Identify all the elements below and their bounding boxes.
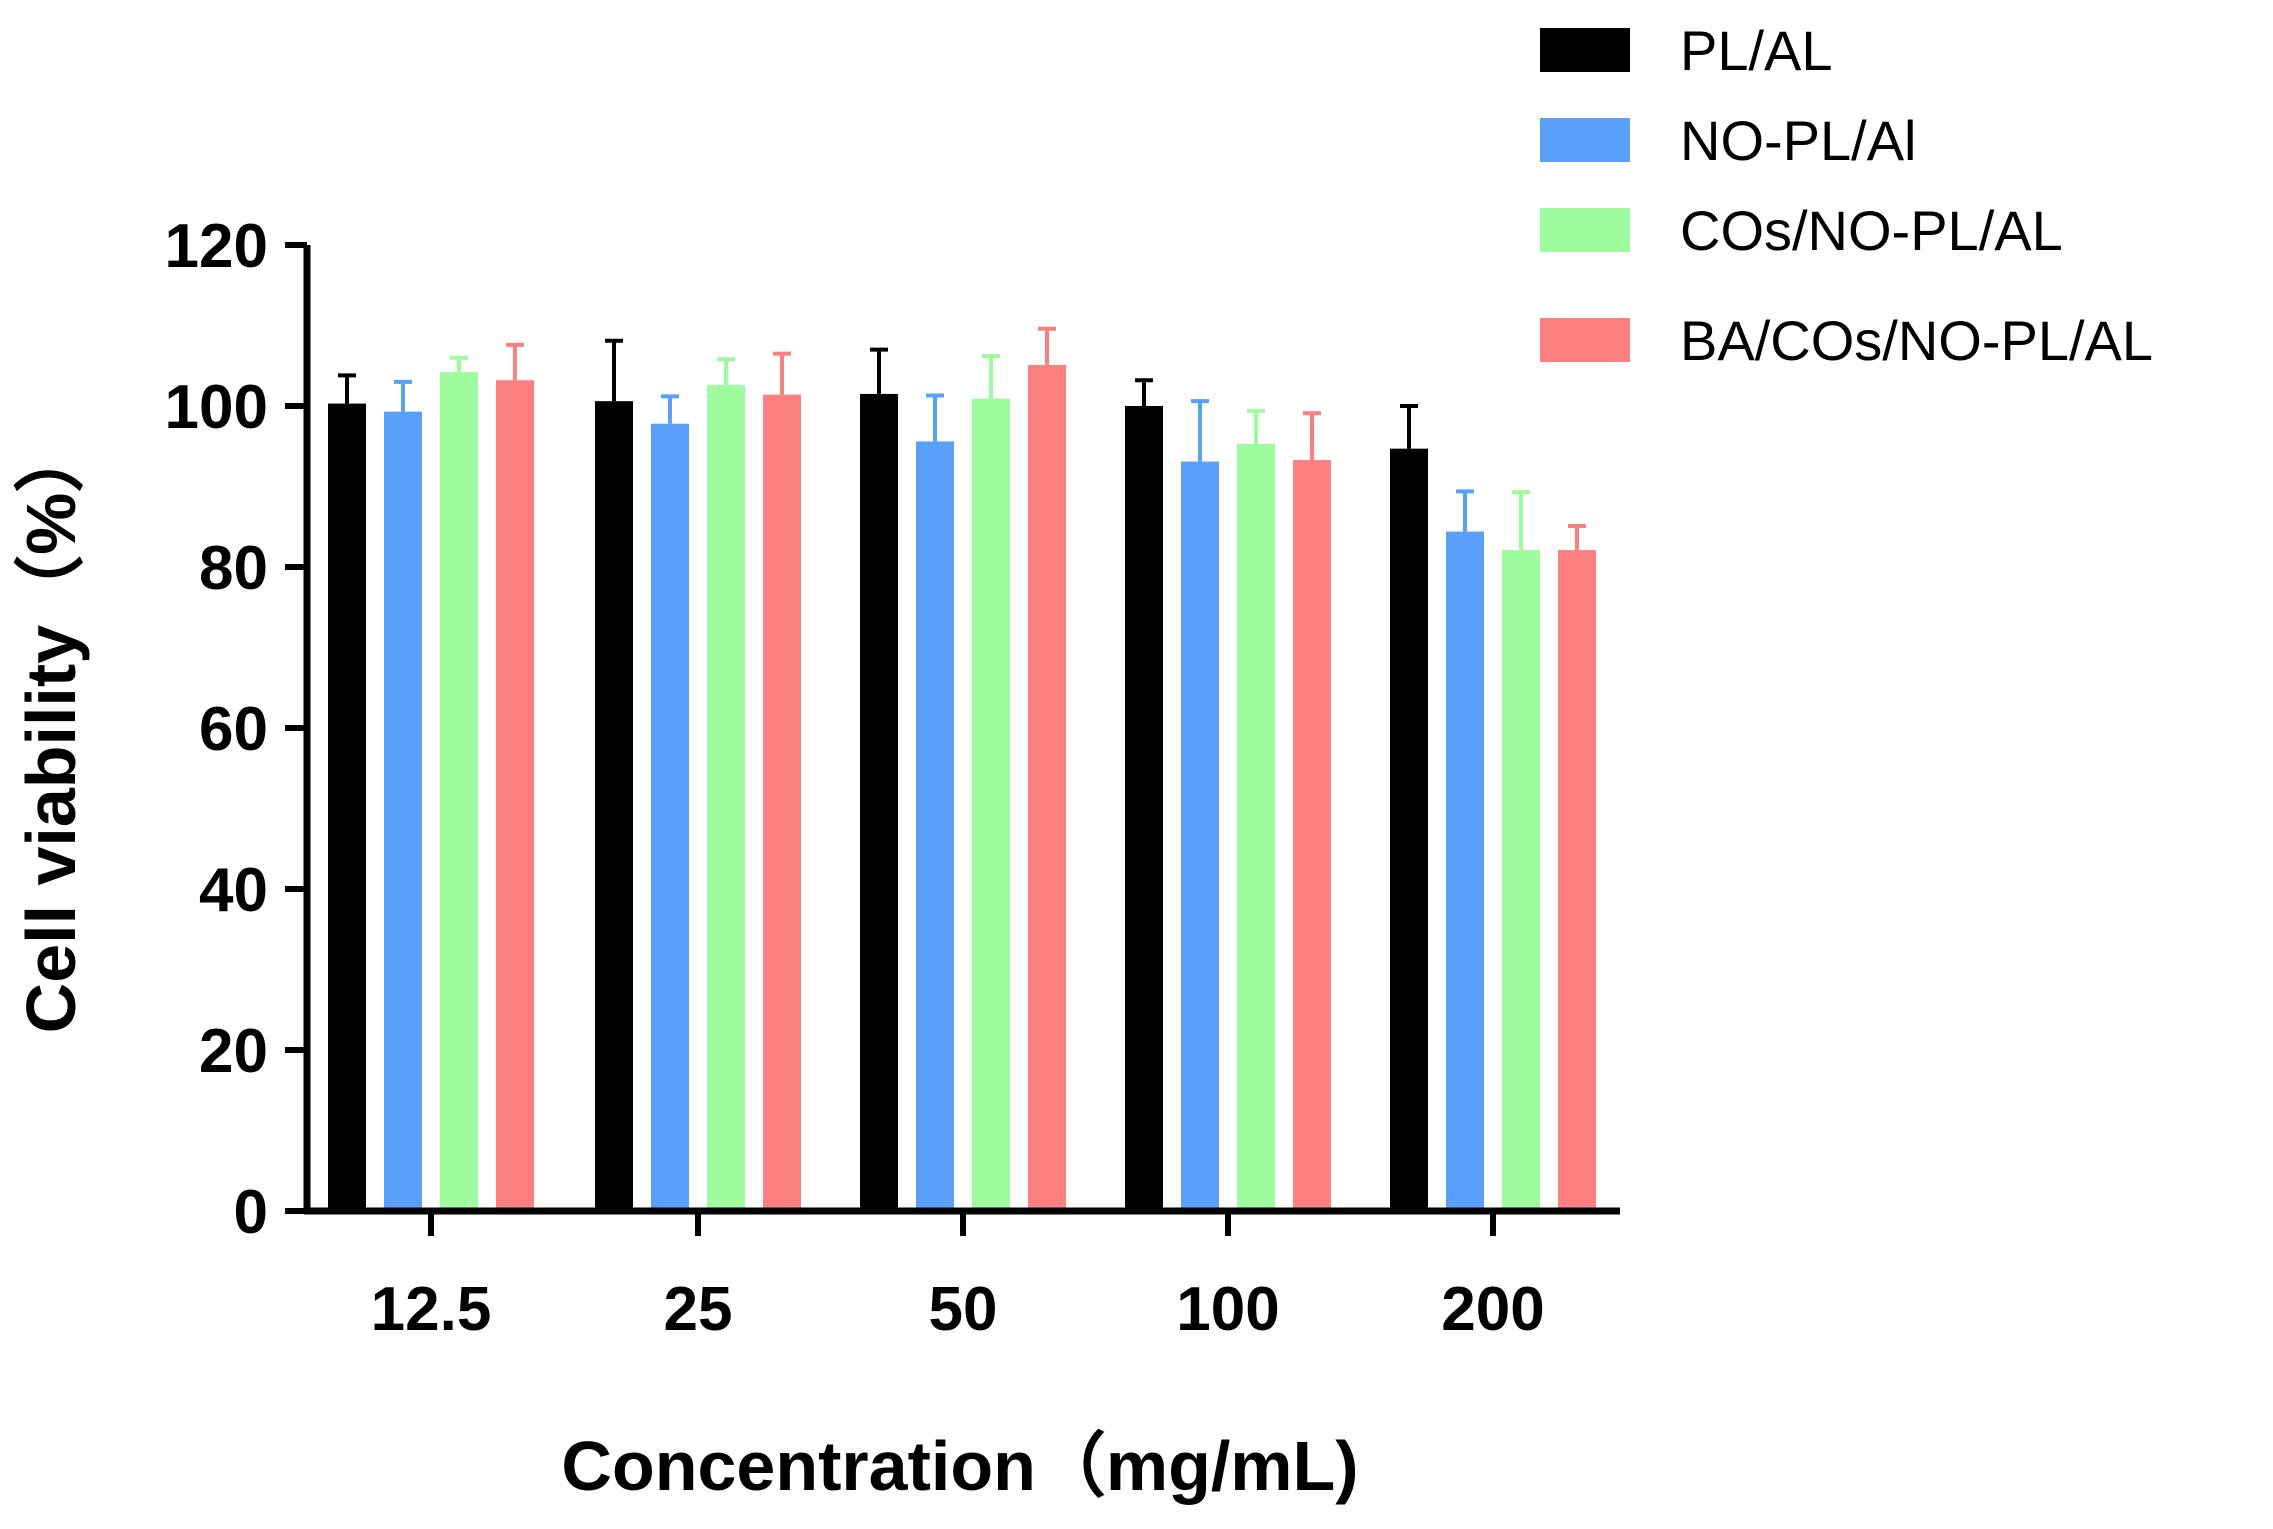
legend-swatch-2	[1540, 118, 1630, 162]
bar-4-12.5	[496, 380, 534, 1211]
bar-3-200	[1502, 550, 1540, 1211]
legend-label-3: COs/NO-PL/AL	[1680, 199, 2063, 262]
legend-label-4: BA/COs/NO-PL/AL	[1680, 309, 2153, 372]
y-tick-label: 20	[199, 1017, 268, 1086]
x-tick-label: 25	[664, 1275, 733, 1344]
y-axis-title: Cell viability（%）	[12, 423, 90, 1034]
bar-3-50	[972, 398, 1010, 1211]
bar-2-25	[651, 423, 689, 1212]
bar-4-200	[1558, 550, 1596, 1211]
y-tick-label: 120	[165, 212, 268, 281]
legend-label-1: PL/AL	[1680, 19, 1833, 82]
errorbar-layer	[338, 326, 1586, 551]
bar-2-12.5	[384, 411, 422, 1211]
x-ticks: 12.5 25 50 100 200	[371, 1211, 1545, 1344]
bar-3-100	[1237, 443, 1275, 1212]
y-tick-label: 0	[234, 1178, 268, 1247]
legend-swatch-1	[1540, 28, 1630, 72]
bar-2-50	[916, 441, 954, 1211]
x-tick-label: 50	[929, 1275, 998, 1344]
bar-layer	[328, 364, 1596, 1212]
y-ticks: 0 20 40 60 80 100 120	[165, 212, 307, 1247]
legend: PL/AL NO-PL/Al COs/NO-PL/AL BA/COs/NO-PL/AL	[1540, 19, 2153, 372]
bar-2-100	[1181, 461, 1219, 1211]
x-tick-label: 12.5	[371, 1275, 492, 1344]
bar-3-25	[707, 385, 745, 1211]
bar-1-100	[1125, 406, 1163, 1211]
y-tick-label: 80	[199, 534, 268, 603]
bar-1-50	[860, 393, 898, 1211]
legend-swatch-4	[1540, 318, 1630, 362]
x-tick-label: 200	[1441, 1275, 1544, 1344]
y-tick-label: 40	[199, 856, 268, 925]
bar-3-12.5	[440, 372, 478, 1211]
bar-1-12.5	[328, 403, 366, 1212]
y-tick-label: 60	[199, 695, 268, 764]
x-tick-label: 100	[1176, 1275, 1279, 1344]
bar-4-50	[1028, 364, 1066, 1211]
bar-2-200	[1446, 531, 1484, 1211]
legend-swatch-3	[1540, 208, 1630, 252]
y-tick-label: 100	[165, 373, 268, 442]
bar-4-100	[1293, 459, 1331, 1211]
x-axis-title: Concentration（mg/mL)	[561, 1427, 1358, 1505]
legend-label-2: NO-PL/Al	[1680, 109, 1917, 172]
bar-1-25	[595, 401, 633, 1211]
bar-1-200	[1390, 448, 1428, 1211]
bar-4-25	[763, 394, 801, 1212]
